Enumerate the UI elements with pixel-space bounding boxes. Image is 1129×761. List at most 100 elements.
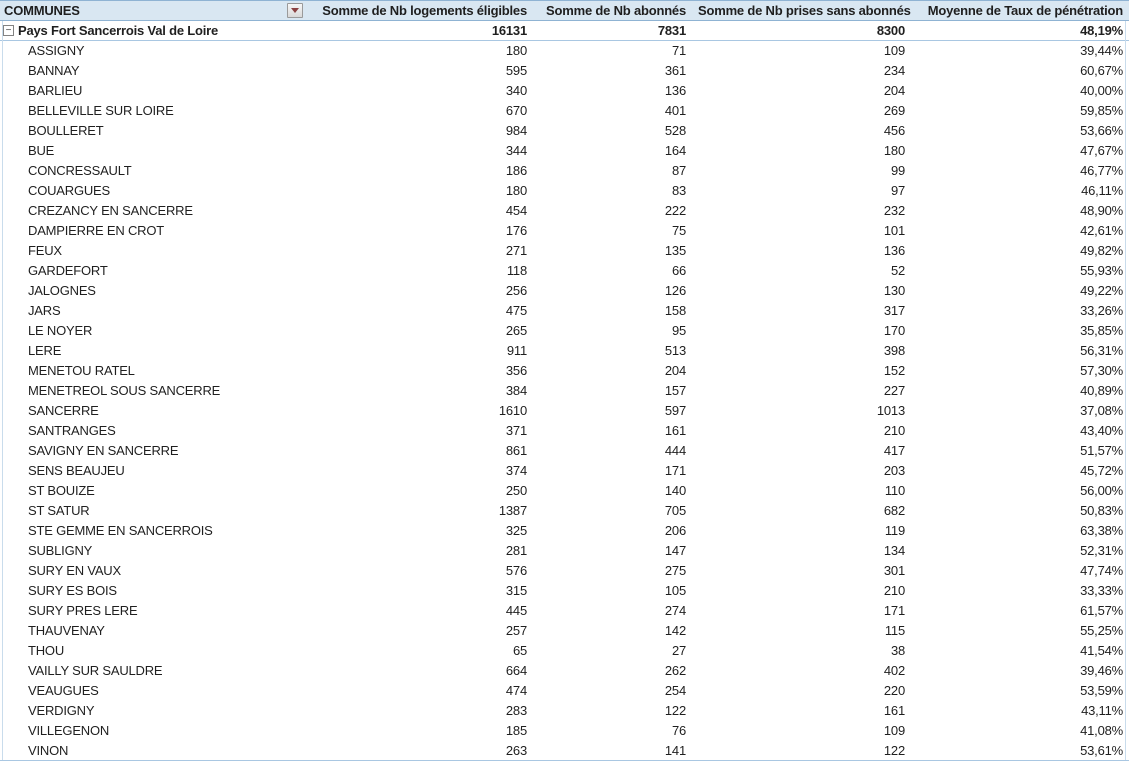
commune-name-cell[interactable]: ST BOUIZE (28, 483, 95, 498)
total-row-label-cell[interactable]: − Pays Fort Sancerrois Val de Loire (0, 21, 305, 40)
abonnes-cell[interactable]: 274 (664, 603, 686, 618)
logements-eligibles-cell[interactable]: 1387 (498, 503, 527, 518)
commune-name-cell[interactable]: SANTRANGES (28, 423, 116, 438)
taux-penetration-cell[interactable]: 53,66% (1080, 123, 1123, 138)
abonnes-cell[interactable]: 75 (671, 223, 686, 238)
taux-penetration-cell[interactable]: 48,90% (1080, 203, 1123, 218)
taux-penetration-cell[interactable]: 59,85% (1080, 103, 1123, 118)
abonnes-cell[interactable]: 204 (664, 363, 686, 378)
taux-penetration-cell[interactable]: 50,83% (1080, 503, 1123, 518)
column-header-taux-penetration[interactable]: Moyenne de Taux de pénétration (927, 3, 1123, 18)
abonnes-cell[interactable]: 444 (664, 443, 686, 458)
commune-name-cell[interactable]: JALOGNES (28, 283, 96, 298)
prises-sans-abonnes-cell[interactable]: 109 (883, 43, 905, 58)
taux-penetration-cell[interactable]: 33,26% (1080, 303, 1123, 318)
taux-penetration-cell[interactable]: 39,46% (1080, 663, 1123, 678)
taux-penetration-cell[interactable]: 35,85% (1080, 323, 1123, 338)
total-abonnes[interactable]: 7831 (657, 23, 686, 38)
logements-eligibles-cell[interactable]: 344 (505, 143, 527, 158)
prises-sans-abonnes-cell[interactable]: 134 (883, 543, 905, 558)
abonnes-cell[interactable]: 597 (664, 403, 686, 418)
abonnes-cell[interactable]: 161 (664, 423, 686, 438)
abonnes-cell[interactable]: 126 (664, 283, 686, 298)
logements-eligibles-cell[interactable]: 271 (505, 243, 527, 258)
commune-name-cell[interactable]: THAUVENAY (28, 623, 105, 638)
prises-sans-abonnes-cell[interactable]: 220 (883, 683, 905, 698)
taux-penetration-cell[interactable]: 47,67% (1080, 143, 1123, 158)
column-header-prises-sans-abonnes[interactable]: Somme de Nb prises sans abonnés (698, 3, 911, 18)
logements-eligibles-cell[interactable]: 180 (505, 43, 527, 58)
logements-eligibles-cell[interactable]: 576 (505, 563, 527, 578)
abonnes-cell[interactable]: 141 (664, 743, 686, 758)
abonnes-cell[interactable]: 158 (664, 303, 686, 318)
prises-sans-abonnes-cell[interactable]: 52 (890, 263, 905, 278)
abonnes-cell[interactable]: 275 (664, 563, 686, 578)
commune-name-cell[interactable]: SURY EN VAUX (28, 563, 121, 578)
taux-penetration-cell[interactable]: 37,08% (1080, 403, 1123, 418)
taux-penetration-cell[interactable]: 41,08% (1080, 723, 1123, 738)
abonnes-cell[interactable]: 157 (664, 383, 686, 398)
abonnes-cell[interactable]: 27 (671, 643, 686, 658)
prises-sans-abonnes-cell[interactable]: 232 (883, 203, 905, 218)
taux-penetration-cell[interactable]: 63,38% (1080, 523, 1123, 538)
taux-penetration-cell[interactable]: 57,30% (1080, 363, 1123, 378)
abonnes-cell[interactable]: 95 (671, 323, 686, 338)
logements-eligibles-cell[interactable]: 340 (505, 83, 527, 98)
total-taux-penetration[interactable]: 48,19% (1080, 23, 1123, 38)
commune-name-cell[interactable]: COUARGUES (28, 183, 110, 198)
logements-eligibles-cell[interactable]: 265 (505, 323, 527, 338)
commune-name-cell[interactable]: GARDEFORT (28, 263, 108, 278)
taux-penetration-cell[interactable]: 43,11% (1081, 703, 1123, 718)
logements-eligibles-cell[interactable]: 384 (505, 383, 527, 398)
commune-name-cell[interactable]: SANCERRE (28, 403, 99, 418)
abonnes-cell[interactable]: 361 (664, 63, 686, 78)
logements-eligibles-cell[interactable]: 371 (505, 423, 527, 438)
abonnes-cell[interactable]: 171 (664, 463, 686, 478)
taux-penetration-cell[interactable]: 46,77% (1080, 163, 1123, 178)
abonnes-cell[interactable]: 147 (664, 543, 686, 558)
taux-penetration-cell[interactable]: 47,74% (1080, 563, 1123, 578)
taux-penetration-cell[interactable]: 55,93% (1080, 263, 1123, 278)
commune-name-cell[interactable]: FEUX (28, 243, 62, 258)
commune-name-cell[interactable]: BUE (28, 143, 55, 158)
prises-sans-abonnes-cell[interactable]: 398 (883, 343, 905, 358)
commune-name-cell[interactable]: DAMPIERRE EN CROT (28, 223, 165, 238)
logements-eligibles-cell[interactable]: 250 (505, 483, 527, 498)
abonnes-cell[interactable]: 105 (664, 583, 686, 598)
commune-name-cell[interactable]: VAILLY SUR SAULDRE (28, 663, 163, 678)
prises-sans-abonnes-cell[interactable]: 130 (883, 283, 905, 298)
commune-name-cell[interactable]: SENS BEAUJEU (28, 463, 125, 478)
taux-penetration-cell[interactable]: 40,89% (1080, 383, 1123, 398)
taux-penetration-cell[interactable]: 53,59% (1080, 683, 1123, 698)
taux-penetration-cell[interactable]: 43,40% (1080, 423, 1123, 438)
logements-eligibles-cell[interactable]: 595 (505, 63, 527, 78)
logements-eligibles-cell[interactable]: 256 (505, 283, 527, 298)
prises-sans-abonnes-cell[interactable]: 115 (884, 623, 905, 638)
logements-eligibles-cell[interactable]: 315 (505, 583, 527, 598)
abonnes-cell[interactable]: 222 (664, 203, 686, 218)
prises-sans-abonnes-cell[interactable]: 170 (883, 323, 905, 338)
commune-name-cell[interactable]: VERDIGNY (28, 703, 95, 718)
taux-penetration-cell[interactable]: 60,67% (1080, 63, 1123, 78)
prises-sans-abonnes-cell[interactable]: 234 (883, 63, 905, 78)
taux-penetration-cell[interactable]: 41,54% (1080, 643, 1123, 658)
prises-sans-abonnes-cell[interactable]: 152 (883, 363, 905, 378)
logements-eligibles-cell[interactable]: 911 (506, 343, 527, 358)
logements-eligibles-cell[interactable]: 670 (505, 103, 527, 118)
taux-penetration-cell[interactable]: 61,57% (1080, 603, 1123, 618)
column-header-logements-eligibles[interactable]: Somme de Nb logements éligibles (322, 3, 527, 18)
logements-eligibles-cell[interactable]: 356 (505, 363, 527, 378)
abonnes-cell[interactable]: 76 (671, 723, 686, 738)
taux-penetration-cell[interactable]: 53,61% (1080, 743, 1123, 758)
logements-eligibles-cell[interactable]: 664 (505, 663, 527, 678)
prises-sans-abonnes-cell[interactable]: 456 (883, 123, 905, 138)
logements-eligibles-cell[interactable]: 325 (505, 523, 527, 538)
commune-name-cell[interactable]: MENETOU RATEL (28, 363, 135, 378)
abonnes-cell[interactable]: 142 (664, 623, 686, 638)
abonnes-cell[interactable]: 206 (664, 523, 686, 538)
abonnes-cell[interactable]: 513 (664, 343, 686, 358)
taux-penetration-cell[interactable]: 49,22% (1080, 283, 1123, 298)
prises-sans-abonnes-cell[interactable]: 204 (883, 83, 905, 98)
taux-penetration-cell[interactable]: 49,82% (1080, 243, 1123, 258)
taux-penetration-cell[interactable]: 56,00% (1080, 483, 1123, 498)
